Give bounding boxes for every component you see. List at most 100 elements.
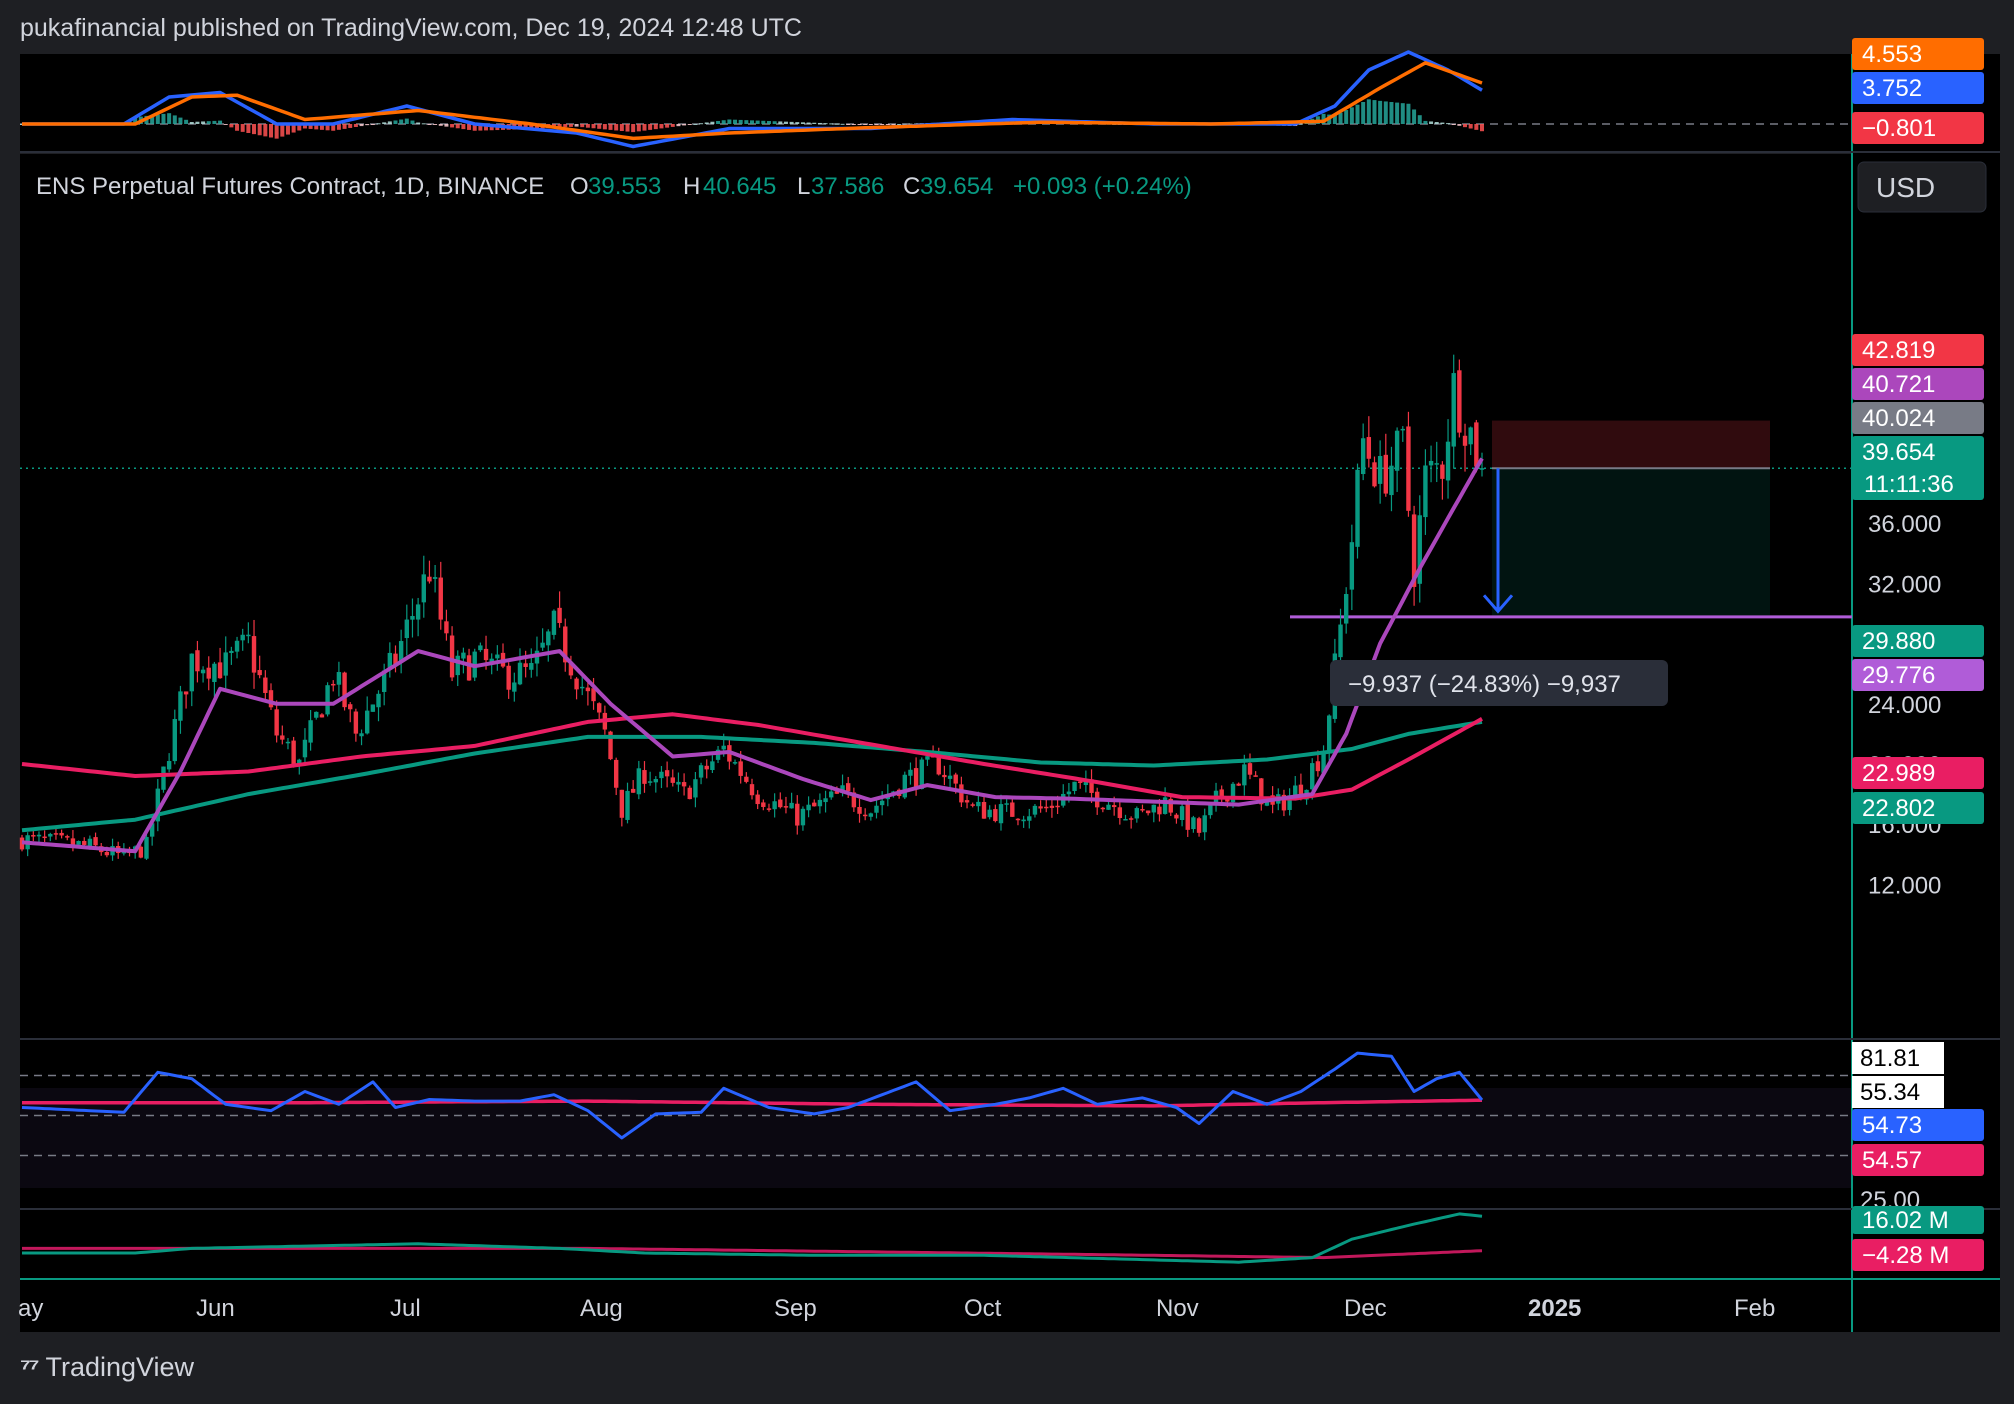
macd-histogram-bar bbox=[370, 124, 375, 125]
candle-body bbox=[455, 655, 460, 676]
candle-body bbox=[1179, 806, 1185, 821]
candle-body bbox=[1434, 463, 1439, 465]
candle-body bbox=[976, 801, 981, 807]
macd-histogram-bar bbox=[591, 124, 596, 129]
macd-histogram-bar bbox=[580, 124, 585, 128]
candle-body bbox=[862, 814, 868, 817]
macd-histogram-bar bbox=[314, 124, 319, 130]
macd-histogram-bar bbox=[557, 124, 562, 128]
macd-histogram-bar bbox=[421, 123, 426, 125]
macd-histogram-bar bbox=[1474, 124, 1479, 130]
candle-body bbox=[613, 759, 619, 788]
volume-oscillator-pane bbox=[22, 1212, 1483, 1264]
macd-histogram-bar bbox=[772, 121, 777, 124]
candle-body bbox=[1417, 515, 1422, 584]
macd-histogram-bar bbox=[523, 124, 528, 130]
macd-histogram-bar bbox=[280, 124, 285, 137]
candle-body bbox=[829, 791, 834, 798]
brand-footer: ⁷⁷ TradingView bbox=[20, 1352, 194, 1383]
macd-histogram-bar bbox=[235, 124, 240, 131]
candle-body bbox=[161, 766, 166, 790]
macd-histogram-bar bbox=[602, 124, 607, 130]
candle-body bbox=[704, 765, 709, 770]
candle-body bbox=[1044, 806, 1049, 809]
macd-histogram-bar bbox=[1423, 120, 1428, 124]
macd-histogram-bar bbox=[687, 124, 692, 125]
rsi-line bbox=[21, 1051, 1484, 1140]
candle-body bbox=[285, 741, 291, 744]
macd-histogram-bar bbox=[625, 124, 630, 132]
candle-body bbox=[506, 665, 511, 690]
macd-histogram-bar bbox=[133, 117, 138, 124]
candle-body bbox=[1343, 594, 1349, 624]
candle-body bbox=[557, 607, 562, 623]
candle-body bbox=[1327, 715, 1332, 753]
macd-histogram-bar bbox=[863, 124, 868, 125]
price-marker: 29.880 bbox=[1862, 628, 1935, 655]
candle-body bbox=[393, 653, 398, 665]
macd-histogram-bar bbox=[285, 124, 290, 135]
candle-body bbox=[268, 690, 274, 708]
macd-histogram-bar bbox=[427, 124, 432, 125]
macd-line-marker-box bbox=[1852, 72, 1984, 104]
macd-histogram-bar bbox=[800, 122, 805, 124]
candle-body bbox=[630, 788, 636, 793]
volume-osc-ma-marker: −4.28 M bbox=[1862, 1242, 1949, 1269]
candle-body bbox=[664, 770, 670, 777]
candle-body bbox=[178, 691, 183, 721]
candle-body bbox=[1360, 438, 1366, 475]
candle-body bbox=[483, 648, 489, 661]
candle-body bbox=[744, 776, 749, 782]
candle-body bbox=[936, 756, 941, 775]
candle-body bbox=[444, 621, 449, 634]
macd-histogram-bar bbox=[444, 124, 449, 127]
macd-histogram-marker-box bbox=[1852, 112, 1984, 144]
candle-body bbox=[1004, 803, 1009, 805]
candle-body bbox=[1377, 456, 1383, 484]
candle-body bbox=[681, 782, 687, 787]
candle-body bbox=[1066, 791, 1072, 795]
candle-body bbox=[155, 788, 161, 822]
candle-body bbox=[138, 846, 144, 858]
price-marker-box bbox=[1852, 792, 1984, 824]
macd-histogram-bar bbox=[201, 121, 206, 124]
candle-body bbox=[857, 806, 862, 814]
macd-histogram-bar bbox=[1332, 115, 1337, 124]
candle-body bbox=[1027, 816, 1032, 821]
candle-body bbox=[749, 784, 755, 796]
candle-body bbox=[846, 783, 851, 792]
price-marker-box bbox=[1852, 659, 1984, 691]
macd-histogram-bar bbox=[450, 124, 455, 128]
ma-teal-line bbox=[21, 719, 1483, 833]
currency-button[interactable]: USD bbox=[1857, 161, 1987, 213]
macd-histogram-bar bbox=[704, 122, 709, 124]
candle-body bbox=[947, 775, 953, 779]
candle-body bbox=[1111, 805, 1117, 808]
price-marker: 29.776 bbox=[1862, 662, 1935, 689]
rsi-ma-line bbox=[22, 1098, 1483, 1108]
price-marker-box bbox=[1852, 368, 1984, 400]
candle-body bbox=[410, 616, 415, 620]
macd-histogram-bar bbox=[778, 121, 783, 124]
candle-body bbox=[302, 739, 308, 758]
volume-osc-line bbox=[22, 1212, 1483, 1264]
candle-body bbox=[1462, 435, 1468, 446]
time-tick-label: Nov bbox=[1156, 1295, 1199, 1322]
macd-histogram-bar bbox=[1344, 110, 1349, 124]
candle-body bbox=[874, 805, 879, 813]
macd-histogram-bar bbox=[817, 122, 822, 124]
time-axis-background bbox=[20, 1280, 1852, 1332]
candle-body bbox=[783, 806, 789, 808]
candle-body bbox=[70, 838, 76, 847]
macd-histogram-bar bbox=[682, 124, 687, 126]
rsi-level-label: 81.81 bbox=[1860, 1045, 1920, 1072]
price-pane: −9.937 (−24.83%) −9,937 bbox=[19, 354, 1852, 861]
candle-body bbox=[806, 804, 811, 811]
macd-histogram-bar bbox=[325, 124, 330, 131]
candle-body bbox=[370, 704, 376, 712]
candle-body bbox=[636, 768, 642, 795]
candle-body bbox=[359, 733, 364, 737]
candle-body bbox=[755, 794, 760, 805]
macd-histogram-bar bbox=[1480, 124, 1484, 132]
